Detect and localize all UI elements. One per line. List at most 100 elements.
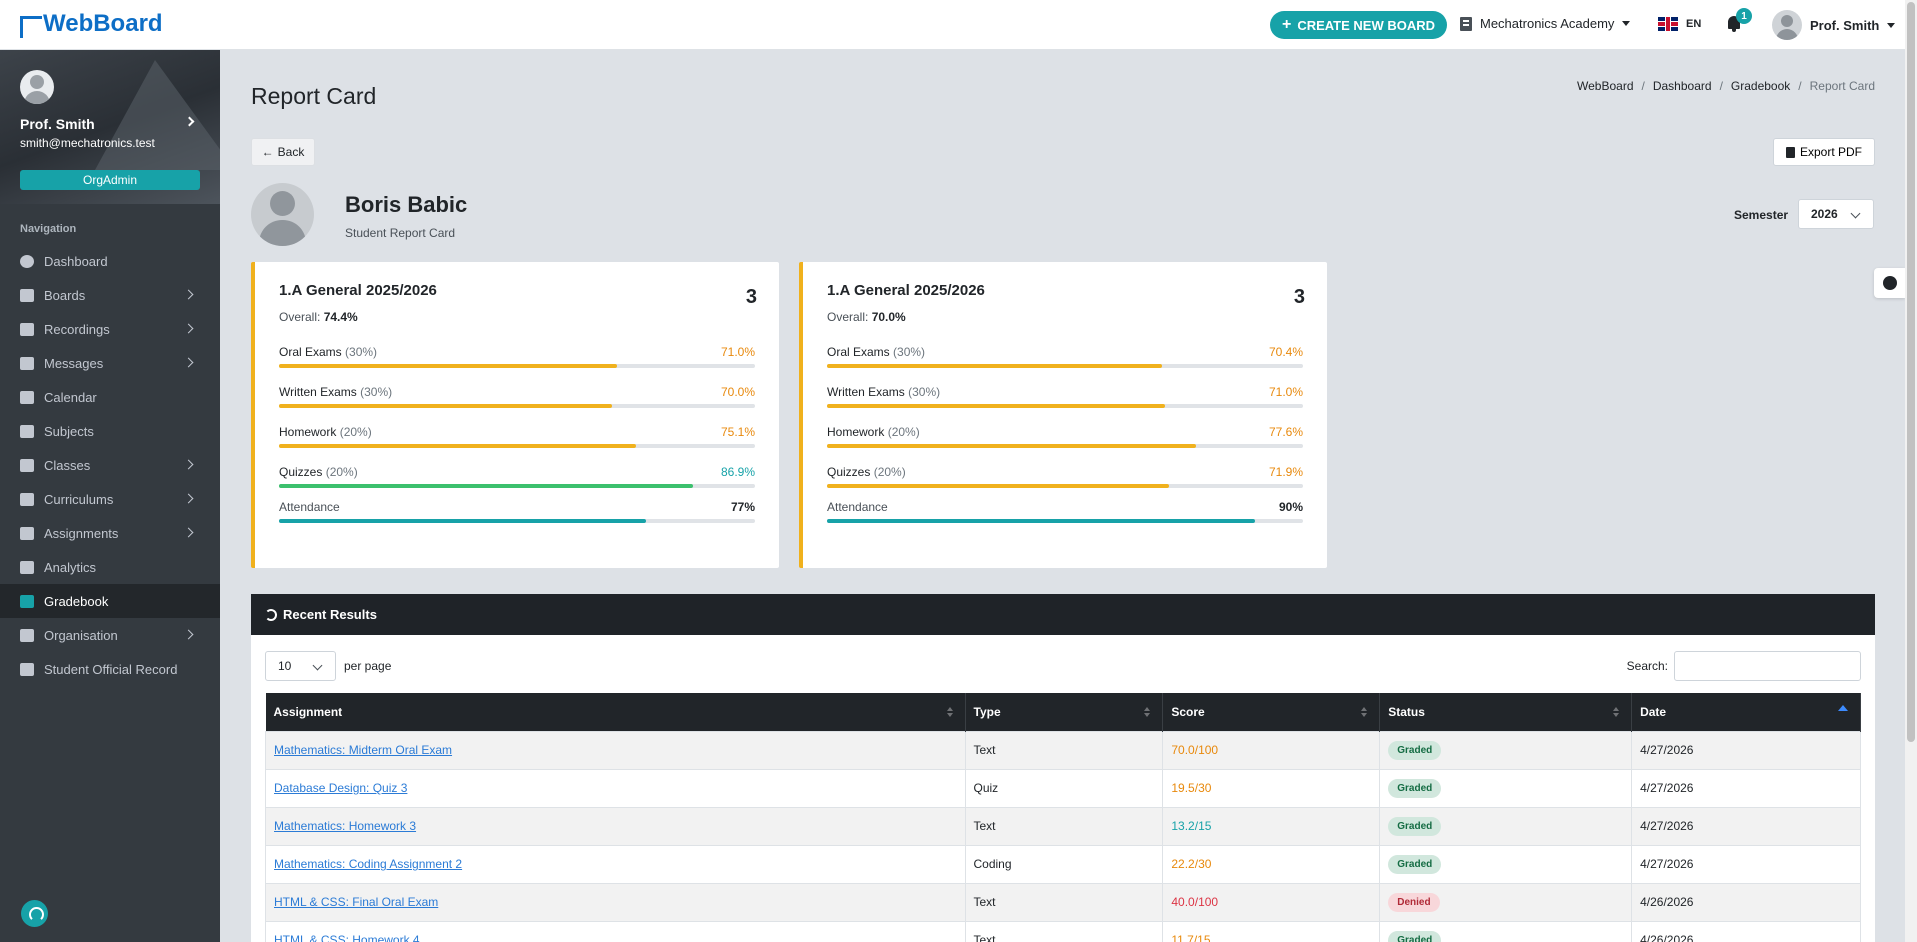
history-icon xyxy=(265,608,277,621)
date-cell: 4/27/2026 xyxy=(1631,730,1861,770)
column-header-assignment[interactable]: Assignment xyxy=(265,693,966,731)
status-cell: Graded xyxy=(1379,768,1633,808)
sidebar-item-classes[interactable]: Classes xyxy=(0,448,220,482)
back-button[interactable]: ← Back xyxy=(251,138,315,166)
assignment-link[interactable]: Database Design: Quiz 3 xyxy=(274,781,408,795)
file-icon xyxy=(20,662,34,676)
scrollbar-thumb[interactable] xyxy=(1907,2,1915,742)
progress-bar xyxy=(827,404,1303,408)
sidebar-item-student-official-record[interactable]: Student Official Record xyxy=(0,652,220,686)
sidebar-item-recordings[interactable]: Recordings xyxy=(0,312,220,346)
date-cell: 4/27/2026 xyxy=(1631,768,1861,808)
column-header-label: Score xyxy=(1171,704,1205,719)
progress-bar xyxy=(827,444,1303,448)
help-button[interactable] xyxy=(21,900,48,927)
sidebar-item-assignments[interactable]: Assignments xyxy=(0,516,220,550)
metric-name: Quizzes (20%) xyxy=(279,465,358,479)
sidebar-item-messages[interactable]: Messages xyxy=(0,346,220,380)
user-menu[interactable]: Prof. Smith xyxy=(1772,10,1896,40)
sidebar-item-organisation[interactable]: Organisation xyxy=(0,618,220,652)
language-selector[interactable]: EN xyxy=(1658,17,1701,31)
metric-weight: (30%) xyxy=(893,345,926,359)
chevron-right-icon xyxy=(183,289,194,300)
attendance-metric: Attendance 77% xyxy=(279,500,755,523)
metric-name: Oral Exams (30%) xyxy=(279,345,377,359)
avatar xyxy=(1772,10,1802,40)
notification-count-badge: 1 xyxy=(1736,8,1752,24)
search-input[interactable] xyxy=(1674,651,1861,681)
back-label: Back xyxy=(277,145,305,159)
sidebar-item-gradebook[interactable]: Gradebook xyxy=(0,584,220,618)
final-grade: 3 xyxy=(745,286,757,308)
boards-icon xyxy=(20,288,34,302)
create-new-board-button[interactable]: + CREATE NEW BOARD xyxy=(1270,11,1447,39)
organisation-dropdown[interactable]: Mechatronics Academy xyxy=(1460,16,1631,31)
metric-header: Quizzes (20%) 71.9% xyxy=(827,465,1303,479)
metric-weight: (30%) xyxy=(360,385,393,399)
recent-results-header: Recent Results xyxy=(251,594,1875,635)
progress-fill xyxy=(279,404,613,408)
sidebar-item-boards[interactable]: Boards xyxy=(0,278,220,312)
table-row: Mathematics: Homework 3 Text 13.2/15 Graded… xyxy=(265,806,1861,846)
sidebar-item-dashboard[interactable]: Dashboard xyxy=(0,244,220,278)
status-badge: Graded xyxy=(1388,740,1442,760)
assignment-cell: Mathematics: Homework 3 xyxy=(265,806,966,846)
sidebar-item-analytics[interactable]: Analytics xyxy=(0,550,220,584)
sort-icon xyxy=(1361,707,1368,717)
page-scrollbar[interactable] xyxy=(1905,0,1917,942)
per-page-select[interactable]: 10 xyxy=(265,651,336,681)
dashboard-icon xyxy=(20,254,34,268)
column-header-date[interactable]: Date xyxy=(1631,693,1861,731)
create-new-board-label: CREATE NEW BOARD xyxy=(1297,17,1436,33)
settings-toggle[interactable] xyxy=(1874,268,1905,298)
sidebar-item-calendar[interactable]: Calendar xyxy=(0,380,220,414)
student-subtitle: Student Report Card xyxy=(345,226,456,240)
metric-header: Oral Exams (30%) 70.4% xyxy=(827,345,1303,359)
logo-icon xyxy=(20,16,42,38)
column-header-type[interactable]: Type xyxy=(965,693,1164,731)
metric-name: Oral Exams (30%) xyxy=(827,345,925,359)
metric-weight: (30%) xyxy=(345,345,378,359)
chevron-right-icon[interactable] xyxy=(184,116,195,127)
status-cell: Denied xyxy=(1379,882,1633,922)
sidebar-item-subjects[interactable]: Subjects xyxy=(0,414,220,448)
assignment-link[interactable]: HTML & CSS: Final Oral Exam xyxy=(274,895,439,909)
assignment-cell: HTML & CSS: Homework 4 xyxy=(265,920,966,942)
profile-name[interactable]: Prof. Smith xyxy=(20,116,95,132)
breadcrumb-item[interactable]: WebBoard xyxy=(1577,79,1634,93)
breadcrumb-item[interactable]: Dashboard xyxy=(1652,79,1712,93)
search-label: Search: xyxy=(1626,659,1668,673)
profile-avatar xyxy=(20,70,54,104)
video-icon xyxy=(20,322,34,336)
sidebar-item-curriculums[interactable]: Curriculums xyxy=(0,482,220,516)
breadcrumb-item[interactable]: Gradebook xyxy=(1730,79,1791,93)
assignment-cell: Database Design: Quiz 3 xyxy=(265,768,966,808)
caret-down-icon xyxy=(1622,21,1631,26)
assignment-link[interactable]: HTML & CSS: Homework 4 xyxy=(274,933,420,942)
column-header-status[interactable]: Status xyxy=(1379,693,1633,731)
column-header-label: Assignment xyxy=(273,704,343,719)
sidebar-item-label: Recordings xyxy=(44,321,110,337)
progress-fill xyxy=(279,444,637,448)
score-cell: 70.0/100 xyxy=(1162,730,1381,770)
metric-header: Quizzes (20%) 86.9% xyxy=(279,465,755,479)
assignment-link[interactable]: Mathematics: Homework 3 xyxy=(274,819,417,833)
overall-label: Overall: xyxy=(827,310,869,324)
semester-select[interactable]: 2026 xyxy=(1798,199,1874,229)
metric-label: Quizzes xyxy=(827,465,871,479)
sidebar-item-label: Gradebook xyxy=(44,593,109,609)
profile-email: smith@mechatronics.test xyxy=(20,136,155,150)
assignment-link[interactable]: Mathematics: Midterm Oral Exam xyxy=(274,743,453,757)
metric-weight: (20%) xyxy=(873,465,906,479)
grade-metric: Written Exams (30%) 70.0% xyxy=(279,385,755,408)
assignment-link[interactable]: Mathematics: Coding Assignment 2 xyxy=(274,857,463,871)
chevron-right-icon xyxy=(183,527,194,538)
notifications-button[interactable]: 1 xyxy=(1728,8,1752,32)
column-header-label: Date xyxy=(1640,704,1667,719)
metric-weight: (20%) xyxy=(887,425,920,439)
table-row: Mathematics: Midterm Oral Exam Text 70.0/1… xyxy=(265,730,1861,770)
brand-logo[interactable]: WebBoard xyxy=(20,10,163,38)
gradebook-icon xyxy=(20,594,34,608)
export-pdf-button[interactable]: Export PDF xyxy=(1773,138,1875,166)
column-header-score[interactable]: Score xyxy=(1162,693,1381,731)
